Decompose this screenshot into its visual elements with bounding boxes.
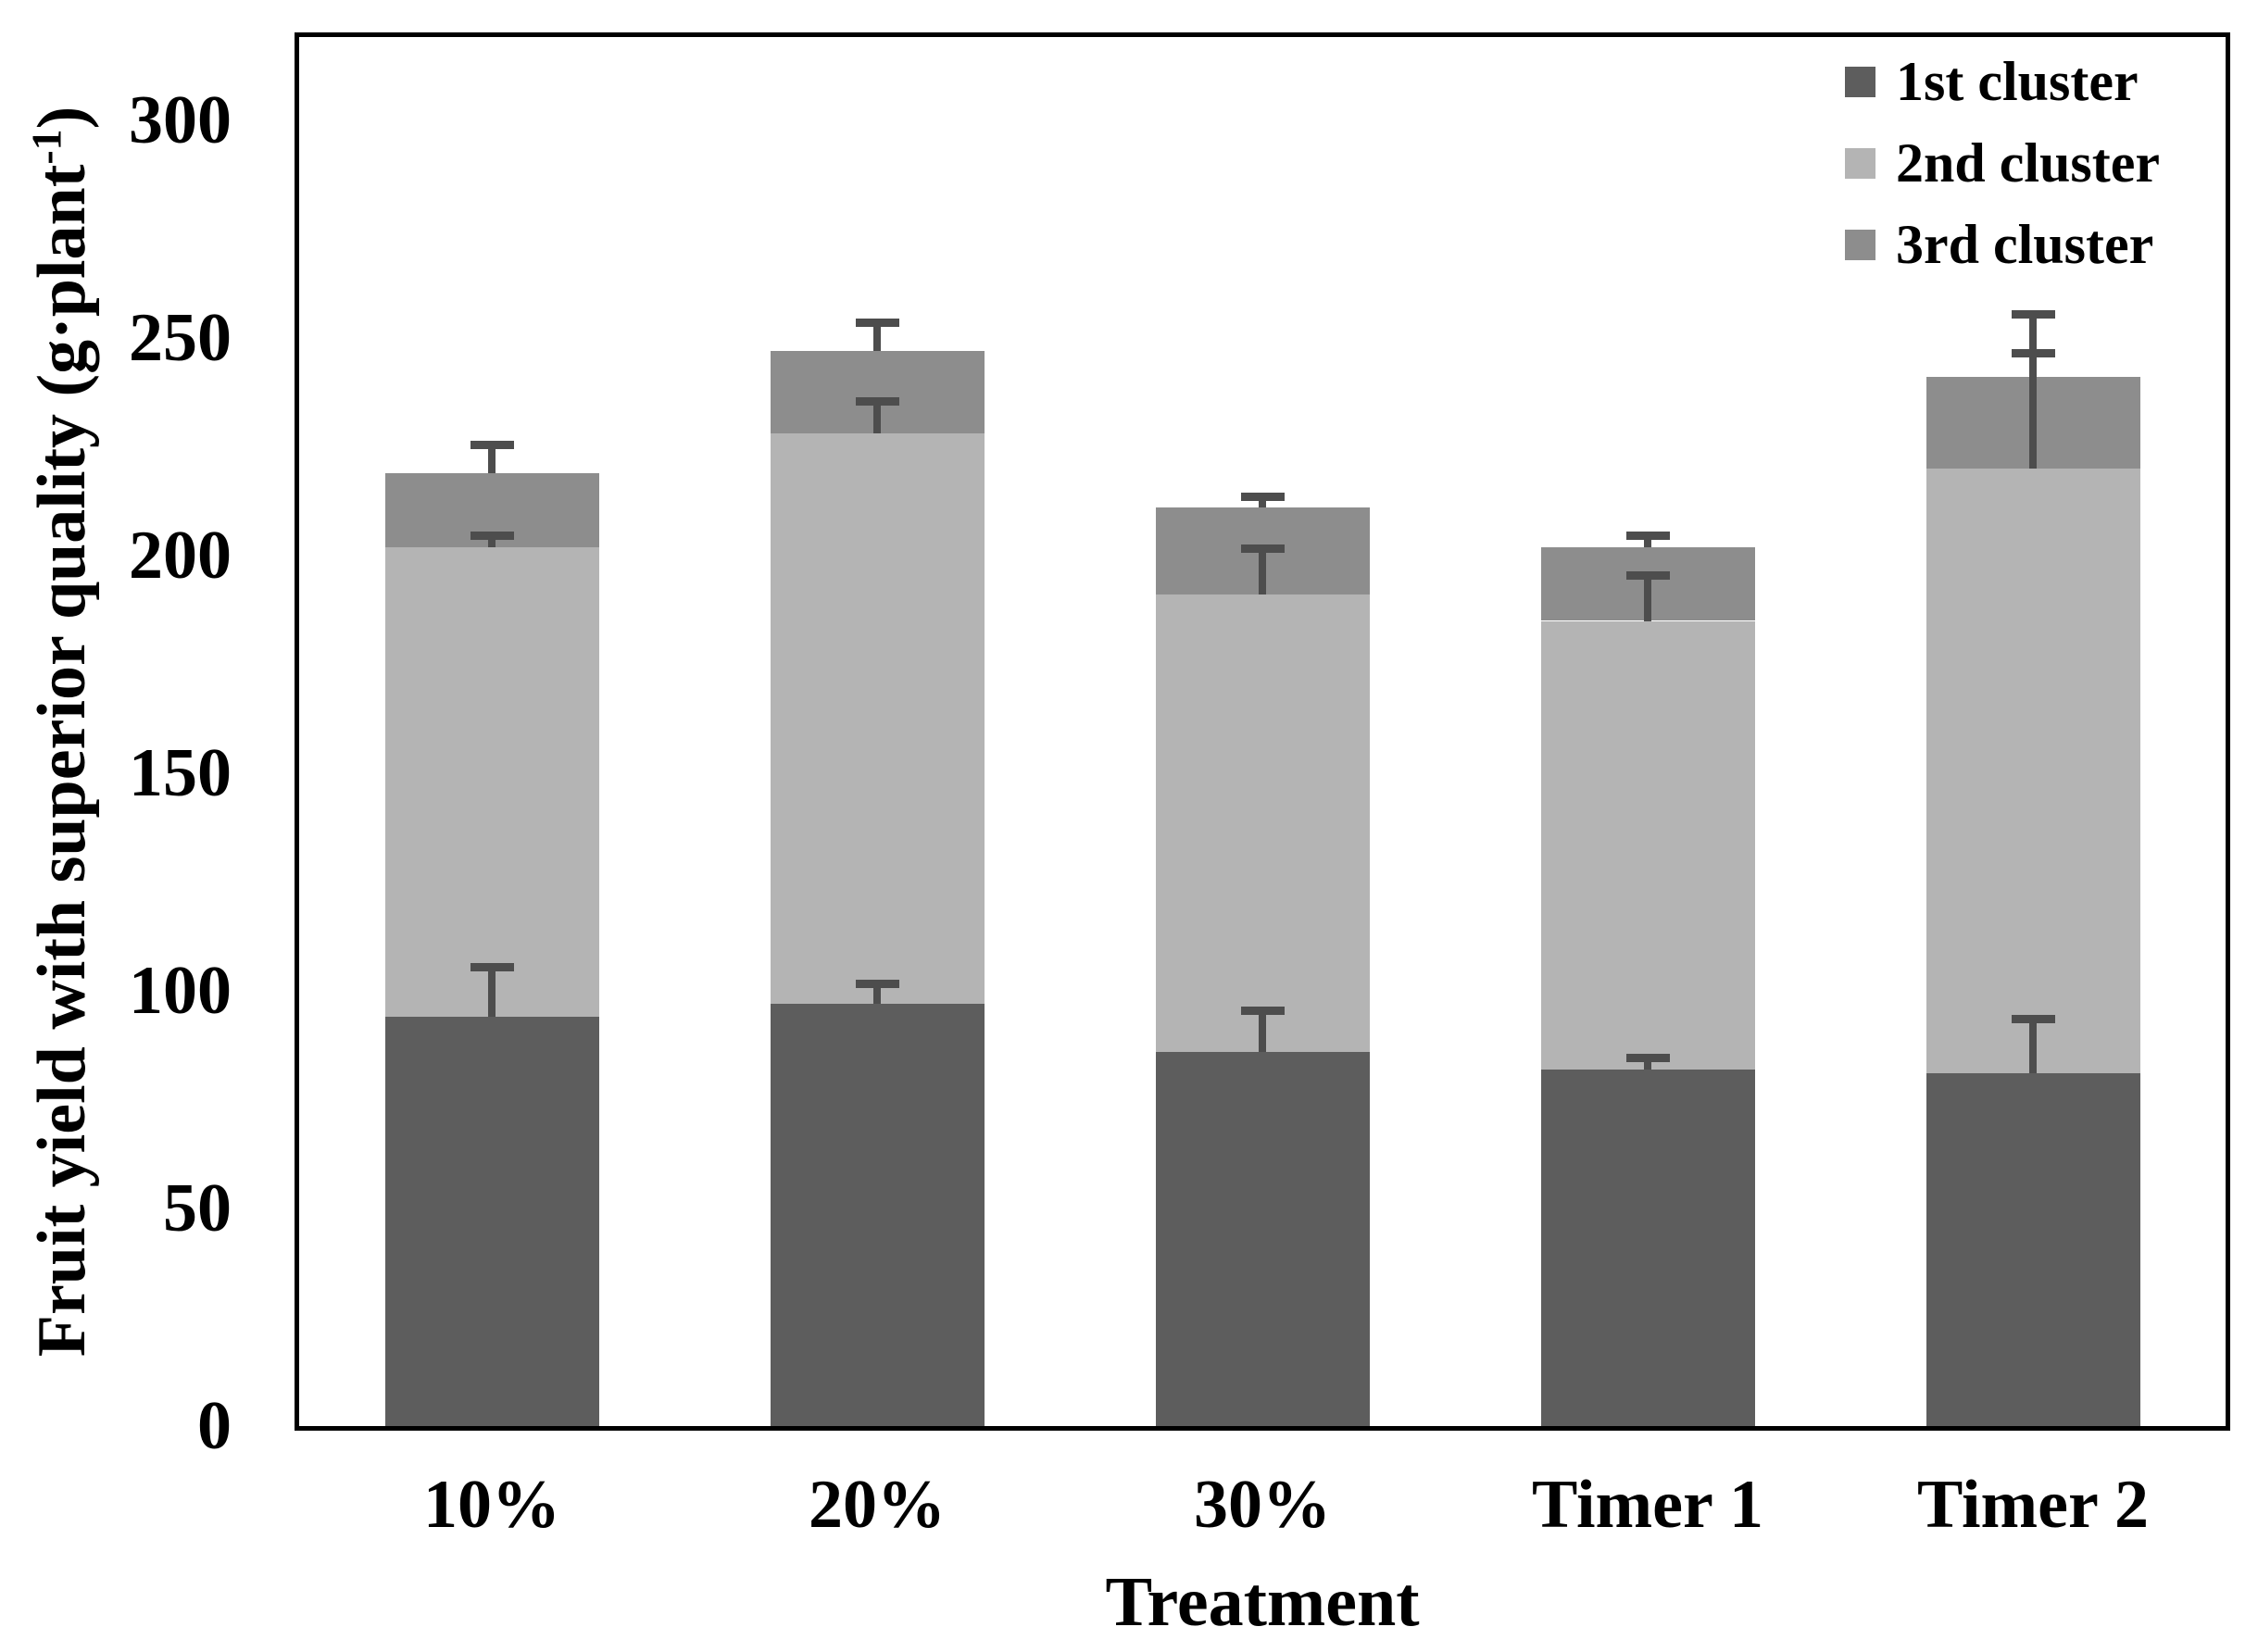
x-tick-label-Timer-1: Timer 1 (1531, 1467, 1764, 1543)
error-bar-stem (873, 403, 881, 434)
error-bar-stem (488, 446, 496, 473)
bar-segment-Timer 1-1st-cluster (1540, 1069, 1755, 1426)
x-tick-label-Timer-2: Timer 2 (1916, 1467, 2150, 1543)
error-bar-cap (1240, 544, 1285, 554)
error-bar-stem (873, 986, 881, 1005)
legend-item-2nd-cluster: 2nd cluster (1845, 122, 2160, 204)
error-bar-stem (1644, 577, 1651, 621)
y-tick-label-50: 50 (163, 1170, 232, 1246)
error-bar-stem (1644, 538, 1651, 547)
y-tick-label-0: 0 (197, 1388, 232, 1464)
legend-item-3rd-cluster: 3rd cluster (1845, 204, 2160, 285)
x-tick-label-10%: 10% (423, 1467, 560, 1543)
legend: 1st cluster 2nd cluster 3rd cluster (1845, 41, 2160, 285)
error-bar-cap (855, 396, 899, 406)
legend-swatch-icon (1845, 229, 1875, 260)
bar-segment-Timer 1-2nd-cluster (1540, 620, 1755, 1070)
bar-segment-30%-1st-cluster (1155, 1051, 1370, 1426)
bar-segment-Timer 2-2nd-cluster (1926, 469, 2140, 1074)
error-bar-cap (1240, 1006, 1285, 1015)
error-bar-cap (470, 532, 514, 541)
error-bar-cap (470, 962, 514, 971)
error-bar-cap (2011, 348, 2055, 357)
error-bar-stem (2029, 316, 2037, 378)
error-bar-stem (488, 969, 496, 1018)
bar-segment-30%-2nd-cluster (1155, 594, 1370, 1052)
x-tick-label-20%: 20% (809, 1467, 946, 1543)
legend-item-1st-cluster: 1st cluster (1845, 41, 2160, 122)
error-bar-stem (1259, 1012, 1266, 1052)
plot-area (295, 32, 2230, 1431)
error-bar-cap (855, 980, 899, 989)
legend-swatch-icon (1845, 147, 1875, 179)
error-bar-cap (2011, 309, 2055, 319)
bar-segment-10%-1st-cluster (384, 1017, 599, 1426)
legend-swatch-icon (1845, 66, 1875, 97)
bar-segment-Timer 2-1st-cluster (1926, 1073, 2140, 1426)
error-bar-cap (1625, 570, 1670, 580)
error-bar-cap (1625, 1054, 1670, 1063)
error-bar-cap (2011, 1014, 2055, 1023)
error-bar-stem (2029, 1020, 2037, 1074)
bar-segment-10%-2nd-cluster (384, 546, 599, 1018)
bar-segment-20%-2nd-cluster (770, 433, 985, 1005)
y-tick-label-200: 200 (129, 518, 232, 594)
legend-label: 2nd cluster (1896, 132, 2160, 194)
y-tick-label-100: 100 (129, 953, 232, 1029)
bar-segment-20%-1st-cluster (770, 1004, 985, 1426)
legend-label: 1st cluster (1896, 51, 2139, 112)
y-tick-label-300: 300 (129, 82, 232, 158)
error-bar-stem (488, 538, 496, 547)
error-bar-stem (1259, 498, 1266, 508)
y-tick-label-250: 250 (129, 300, 232, 376)
error-bar-stem (1259, 551, 1266, 595)
x-axis-title: Treatment (1105, 1563, 1420, 1641)
error-bar-cap (1240, 492, 1285, 501)
error-bar-stem (873, 324, 881, 352)
error-bar-cap (855, 318, 899, 327)
x-tick-label-30%: 30% (1194, 1467, 1331, 1543)
error-bar-cap (470, 440, 514, 449)
error-bar-stem (2029, 355, 2037, 469)
legend-label: 3rd cluster (1896, 214, 2154, 275)
error-bar-cap (1625, 532, 1670, 541)
error-bar-stem (1644, 1060, 1651, 1070)
y-tick-label-150: 150 (129, 735, 232, 811)
